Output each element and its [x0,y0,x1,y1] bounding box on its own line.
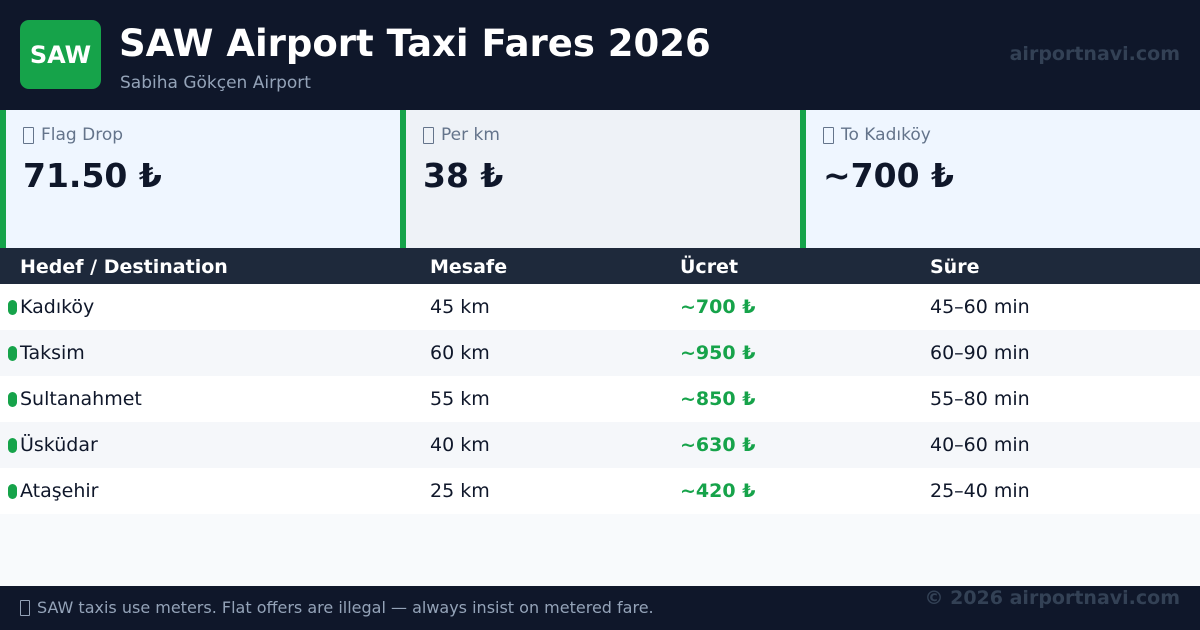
stat-card-per-km: Per km 38 ₺ [400,110,800,248]
duration-cell: 45–60 min [930,296,1030,318]
fare-table: Kadıköy 45 km ~700 ₺ 45–60 min Taksim 60… [0,284,1200,514]
missing-glyph-icon [823,126,834,144]
destination-cell: Ataşehir [20,480,99,502]
table-row: Üsküdar 40 km ~630 ₺ 40–60 min [0,422,1200,468]
column-header-distance: Mesafe [430,256,508,278]
distance-cell: 60 km [430,342,490,364]
footer: SAW taxis use meters. Flat offers are il… [0,586,1200,630]
distance-cell: 40 km [430,434,490,456]
destination-cell: Üsküdar [20,434,98,456]
fare-cell: ~700 ₺ [680,296,756,318]
fare-cell: ~420 ₺ [680,480,756,502]
footer-note-text: SAW taxis use meters. Flat offers are il… [37,598,654,617]
fare-cell: ~630 ₺ [680,434,756,456]
page-subtitle: Sabiha Gökçen Airport [120,73,311,93]
stat-card-value: 38 ₺ [423,156,504,195]
table-header: Hedef / Destination Mesafe Ücret Süre [0,248,1200,284]
missing-glyph-icon [23,126,34,144]
stat-card-value: 71.50 ₺ [23,156,162,195]
table-row: Taksim 60 km ~950 ₺ 60–90 min [0,330,1200,376]
destination-cell: Sultanahmet [20,388,142,410]
missing-glyph-icon [20,600,30,616]
stat-card-label: Flag Drop [41,125,124,145]
table-row: Kadıköy 45 km ~700 ₺ 45–60 min [0,284,1200,330]
column-header-destination: Hedef / Destination [20,256,228,278]
distance-cell: 25 km [430,480,490,502]
site-link[interactable]: airportnavi.com [1009,43,1180,65]
duration-cell: 40–60 min [930,434,1030,456]
distance-cell: 55 km [430,388,490,410]
footer-note: SAW taxis use meters. Flat offers are il… [20,596,654,620]
page-title: SAW Airport Taxi Fares 2026 [119,22,711,65]
stat-card-to-kadikoy: To Kadıköy ~700 ₺ [800,110,1200,248]
column-header-duration: Süre [930,256,980,278]
stat-card-value: ~700 ₺ [823,156,954,195]
copyright: © 2026 airportnavi.com [924,587,1181,609]
bullet-dot-icon [8,346,17,361]
table-row: Sultanahmet 55 km ~850 ₺ 55–80 min [0,376,1200,422]
stat-cards: Flag Drop 71.50 ₺ Per km 38 ₺ To Kadıköy… [0,110,1200,248]
duration-cell: 25–40 min [930,480,1030,502]
missing-glyph-icon [423,126,434,144]
stat-card-flag-drop: Flag Drop 71.50 ₺ [0,110,400,248]
stat-card-label: To Kadıköy [841,125,931,145]
bullet-dot-icon [8,438,17,453]
destination-cell: Taksim [20,342,85,364]
fare-cell: ~950 ₺ [680,342,756,364]
bullet-dot-icon [8,300,17,315]
bullet-dot-icon [8,484,17,499]
fare-cell: ~850 ₺ [680,388,756,410]
duration-cell: 55–80 min [930,388,1030,410]
stat-card-label: Per km [441,125,500,145]
destination-cell: Kadıköy [20,296,95,318]
bullet-dot-icon [8,392,17,407]
column-header-fare: Ücret [680,256,739,278]
distance-cell: 45 km [430,296,490,318]
header: SAW SAW Airport Taxi Fares 2026 Sabiha G… [0,0,1200,110]
logo: SAW [20,20,101,89]
duration-cell: 60–90 min [930,342,1030,364]
table-row: Ataşehir 25 km ~420 ₺ 25–40 min [0,468,1200,514]
